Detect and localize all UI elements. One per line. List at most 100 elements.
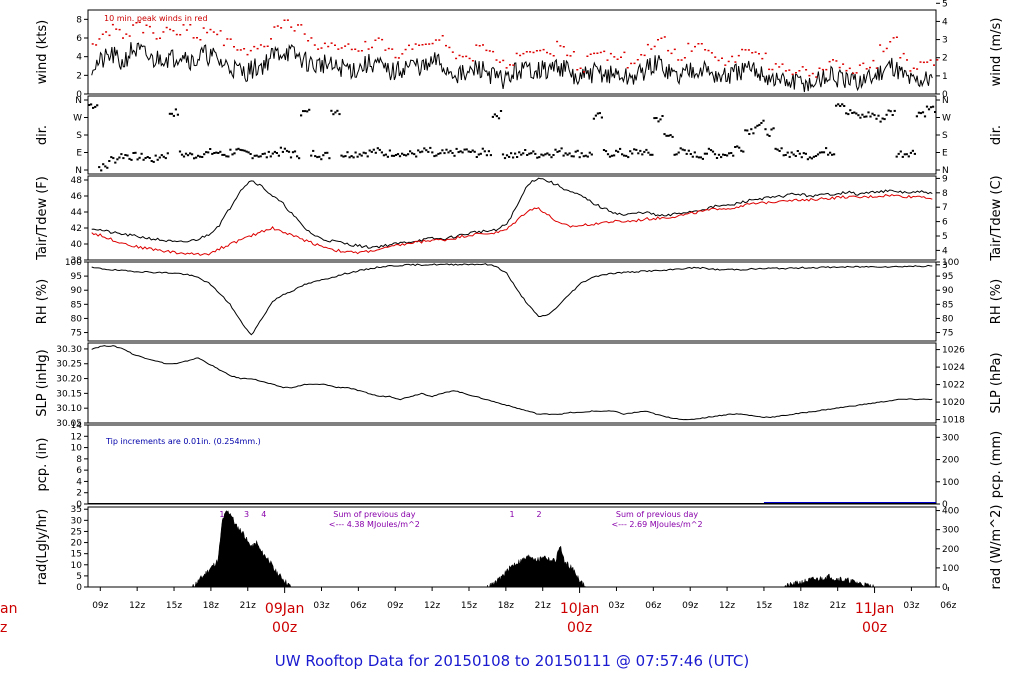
dir-point xyxy=(669,134,672,137)
dir-point xyxy=(356,155,359,158)
peak-wind-point xyxy=(263,45,266,48)
peak-wind-point xyxy=(529,51,532,53)
peak-wind-point xyxy=(502,59,505,62)
dir-point xyxy=(837,103,840,106)
peak-wind-point xyxy=(185,29,188,31)
dir-point xyxy=(491,115,494,118)
dir-point xyxy=(465,148,468,151)
dir-point xyxy=(748,133,751,135)
dir-point xyxy=(459,150,462,153)
dir-point xyxy=(598,112,601,115)
dir-point xyxy=(730,152,733,154)
peak-wind-point xyxy=(616,58,619,60)
dir-point xyxy=(588,151,591,154)
dir-point xyxy=(818,151,822,154)
peak-wind-point xyxy=(690,50,693,52)
peak-wind-point xyxy=(683,57,686,59)
tick-label-right-rh: 100 xyxy=(942,258,959,268)
dir-point xyxy=(419,151,422,154)
dir-point xyxy=(592,117,595,120)
peak-wind-point xyxy=(640,54,643,56)
dir-point xyxy=(806,158,809,161)
peak-wind-point xyxy=(488,50,491,52)
dir-point xyxy=(804,152,807,155)
peak-wind-point xyxy=(273,26,276,28)
peak-wind-point xyxy=(391,48,394,50)
dir-point xyxy=(223,153,226,156)
dir-point xyxy=(796,150,799,152)
dir-point xyxy=(564,152,567,155)
series-line-slp-SLP xyxy=(91,345,933,421)
tick-label-left-wind: 4 xyxy=(76,53,82,63)
peak-wind-point xyxy=(906,59,908,61)
tick-label-left-rad: 0 xyxy=(76,583,82,593)
tick-label-left-pcp: 14 xyxy=(71,421,83,431)
dir-point xyxy=(907,155,910,158)
dir-point xyxy=(439,152,442,155)
tick-label-right-wind: 2 xyxy=(942,54,948,64)
tick-label-left-pcp: 12 xyxy=(71,432,82,442)
tick-label-left-wind: 8 xyxy=(76,15,82,25)
dir-point xyxy=(124,154,127,156)
dir-point xyxy=(800,156,803,159)
dir-point xyxy=(388,149,391,152)
sum-label: Sum of previous day xyxy=(333,510,415,519)
dir-point xyxy=(851,112,854,114)
dir-point xyxy=(259,155,262,158)
tick-label-right-dir: N xyxy=(942,96,949,106)
peak-wind-point xyxy=(606,59,609,61)
peak-wind-point xyxy=(478,45,481,47)
dir-point xyxy=(772,127,775,130)
dir-point xyxy=(847,113,850,116)
dir-point xyxy=(134,151,137,154)
dir-point xyxy=(368,149,371,152)
dir-point xyxy=(635,148,638,151)
dir-point xyxy=(685,152,688,155)
dir-point xyxy=(138,156,141,159)
dir-point xyxy=(913,152,916,155)
dir-point xyxy=(707,147,710,150)
peak-wind-point xyxy=(663,36,666,38)
dir-point xyxy=(263,152,266,155)
dir-point xyxy=(182,155,186,158)
dir-point xyxy=(810,157,813,160)
peak-wind-point xyxy=(236,49,239,51)
dir-point xyxy=(130,158,133,161)
dir-point xyxy=(867,111,870,114)
dir-point xyxy=(150,160,153,162)
dir-point xyxy=(186,154,190,157)
dir-point xyxy=(310,154,313,157)
dir-point xyxy=(602,149,606,151)
dir-point xyxy=(429,146,432,149)
ylabel-right-pcp: pcp. (mm) xyxy=(989,431,1004,498)
peak-wind-point xyxy=(919,61,922,63)
dir-point xyxy=(526,154,529,156)
x-tick-label: 21z xyxy=(830,601,846,611)
dir-point xyxy=(237,147,240,150)
dir-point xyxy=(736,145,739,148)
dir-point xyxy=(174,108,177,111)
dir-point xyxy=(253,154,256,157)
peak-wind-point xyxy=(909,70,912,72)
peak-wind-point xyxy=(858,64,861,66)
peak-wind-point xyxy=(159,37,161,39)
dir-point xyxy=(467,150,470,153)
peak-wind-point xyxy=(320,47,323,49)
peak-wind-point xyxy=(680,59,683,61)
panel-frame-wind xyxy=(87,9,937,95)
day-label-time: 00z xyxy=(567,620,592,636)
peak-wind-point xyxy=(206,31,209,34)
dir-point xyxy=(849,109,852,112)
dir-point xyxy=(302,110,305,113)
dir-point xyxy=(600,116,603,119)
dir-point xyxy=(722,153,725,156)
dir-point xyxy=(905,153,908,156)
dir-point xyxy=(617,150,620,153)
x-tick-label: 21z xyxy=(240,601,256,611)
dir-point xyxy=(621,153,624,156)
dir-point xyxy=(289,156,293,159)
peak-wind-point xyxy=(431,42,434,45)
pcp-note: Tip increments are 0.01in. (0.254mm.) xyxy=(105,437,261,446)
dir-point xyxy=(643,150,646,153)
